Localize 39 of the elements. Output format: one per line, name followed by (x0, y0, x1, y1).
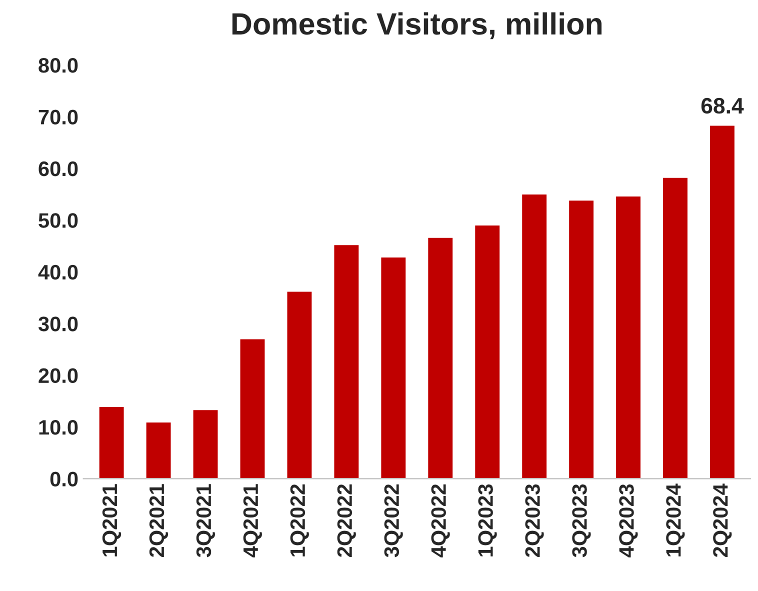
bar (426, 236, 454, 479)
y-tick-label: 30.0 (38, 316, 78, 332)
x-tick-label: 4Q2023 (619, 484, 638, 558)
y-tick-label: 60.0 (38, 161, 78, 176)
y-tick-label: 0.0 (50, 472, 78, 486)
x-tick-label: 2Q2023 (525, 484, 544, 557)
bar (474, 224, 501, 479)
chart-title: Domestic Visitors, million (232, 12, 602, 40)
x-tick-label: 3Q2021 (196, 484, 215, 558)
bar (708, 124, 736, 479)
bar (286, 290, 314, 479)
x-tick-label: 1Q2023 (478, 484, 497, 556)
x-tick-label: 1Q2021 (102, 484, 122, 556)
y-tick-label: 20.0 (38, 368, 78, 384)
x-tick-label: 4Q2022 (431, 484, 450, 558)
x-tick-label: 2Q2024 (713, 484, 732, 557)
y-tick-label: 10.0 (39, 420, 78, 435)
x-tick-label: 1Q2024 (666, 484, 685, 556)
bar (614, 195, 642, 479)
y-tick-label: 80.0 (38, 58, 78, 73)
bar (98, 406, 126, 479)
bar (380, 256, 408, 479)
x-tick-label: 2Q2022 (337, 484, 356, 557)
x-tick-label: 2Q2021 (149, 484, 168, 557)
bar (662, 176, 689, 479)
y-tick-label: 70.0 (38, 110, 78, 124)
x-tick-label: 1Q2022 (290, 484, 309, 556)
x-tick-label: 4Q2021 (243, 484, 262, 558)
x-tick-label: 3Q2022 (384, 484, 403, 558)
bar (520, 193, 548, 479)
bar (144, 421, 172, 479)
bar (568, 199, 595, 479)
bar (192, 408, 220, 479)
bar (332, 244, 360, 479)
y-tick-label: 50.0 (38, 213, 78, 228)
data-label: 68.4 (701, 98, 744, 114)
y-tick-label: 40.0 (38, 264, 78, 280)
bar (238, 338, 266, 479)
x-tick-label: 3Q2023 (572, 484, 591, 558)
